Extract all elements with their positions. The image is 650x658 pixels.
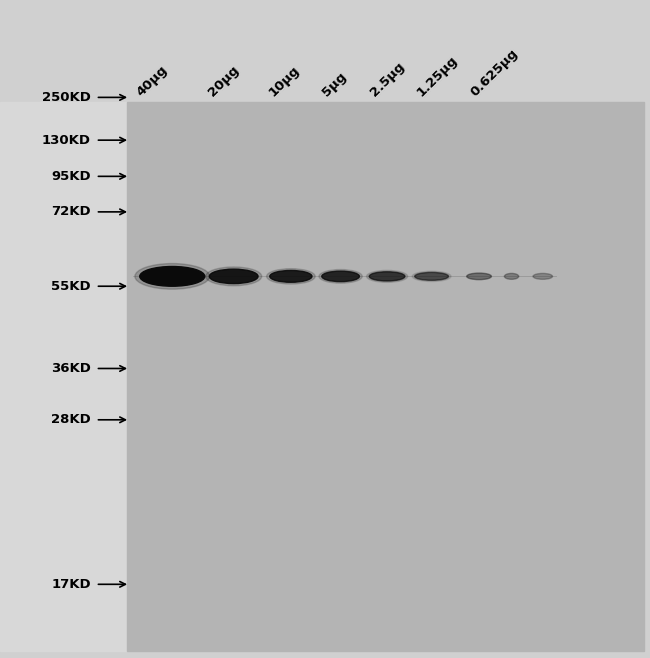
Text: 95KD: 95KD <box>51 170 91 183</box>
Text: 40μg: 40μg <box>134 63 170 99</box>
Ellipse shape <box>209 269 258 284</box>
Ellipse shape <box>266 268 315 284</box>
Text: 1.25μg: 1.25μg <box>415 53 460 99</box>
Ellipse shape <box>205 267 262 286</box>
Text: 72KD: 72KD <box>51 205 91 218</box>
Ellipse shape <box>533 273 552 279</box>
Text: 36KD: 36KD <box>51 362 91 375</box>
Text: 2.5μg: 2.5μg <box>368 59 407 99</box>
Ellipse shape <box>504 273 519 279</box>
Bar <box>0 102 127 651</box>
Ellipse shape <box>369 272 405 281</box>
Ellipse shape <box>412 271 451 282</box>
Text: 250KD: 250KD <box>42 91 91 104</box>
Text: 20μg: 20μg <box>205 63 241 99</box>
Ellipse shape <box>140 266 205 286</box>
Text: 0.625μg: 0.625μg <box>469 46 521 99</box>
Ellipse shape <box>415 272 448 280</box>
Ellipse shape <box>467 273 491 280</box>
Ellipse shape <box>270 270 312 282</box>
Ellipse shape <box>367 270 408 282</box>
Ellipse shape <box>322 271 359 282</box>
Ellipse shape <box>135 263 209 290</box>
Ellipse shape <box>319 270 362 283</box>
Text: 55KD: 55KD <box>51 280 91 293</box>
Text: 5μg: 5μg <box>320 70 349 99</box>
Bar <box>127 102 644 651</box>
Text: 130KD: 130KD <box>42 134 91 147</box>
Text: 28KD: 28KD <box>51 413 91 426</box>
Text: 17KD: 17KD <box>51 578 91 591</box>
Text: 10μg: 10μg <box>266 63 302 99</box>
